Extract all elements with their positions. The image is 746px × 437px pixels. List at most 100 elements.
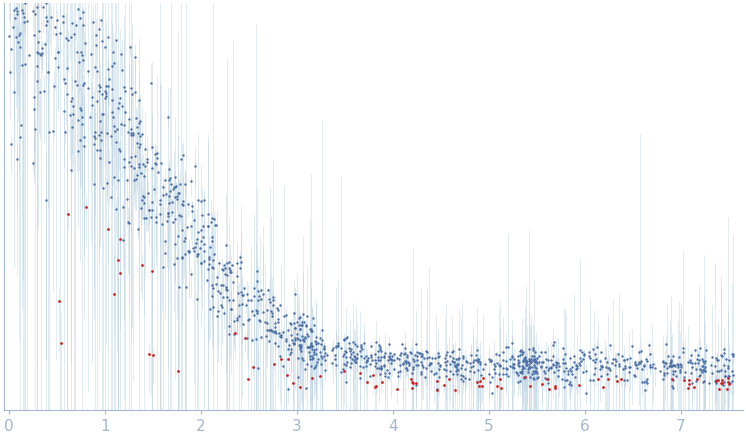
Point	[596, 364, 608, 371]
Point	[72, 117, 84, 124]
Point	[407, 365, 419, 372]
Point	[49, 23, 61, 30]
Point	[511, 369, 523, 376]
Point	[40, 0, 52, 7]
Point	[220, 242, 232, 249]
Point	[266, 309, 278, 316]
Point	[495, 375, 507, 382]
Point	[65, 34, 77, 41]
Point	[658, 369, 670, 376]
Point	[75, 49, 87, 55]
Point	[723, 372, 735, 379]
Point	[640, 378, 652, 385]
Point	[629, 373, 641, 380]
Point	[34, 89, 46, 96]
Point	[658, 371, 670, 378]
Point	[677, 349, 689, 356]
Point	[129, 53, 141, 60]
Point	[254, 316, 266, 323]
Point	[515, 347, 527, 354]
Point	[37, 3, 48, 10]
Point	[718, 346, 730, 353]
Point	[304, 326, 316, 333]
Point	[633, 349, 645, 356]
Point	[269, 340, 280, 347]
Point	[278, 312, 289, 319]
Point	[683, 381, 695, 388]
Point	[411, 356, 423, 363]
Point	[298, 356, 310, 363]
Point	[311, 358, 323, 365]
Point	[294, 344, 306, 351]
Point	[465, 367, 477, 374]
Point	[644, 361, 656, 368]
Point	[151, 154, 163, 161]
Point	[187, 245, 199, 252]
Point	[151, 150, 163, 157]
Point	[527, 344, 539, 351]
Point	[305, 362, 317, 369]
Point	[383, 374, 395, 381]
Point	[513, 352, 524, 359]
Point	[145, 79, 157, 86]
Point	[195, 245, 207, 252]
Point	[295, 321, 307, 328]
Point	[192, 250, 204, 257]
Point	[169, 174, 181, 181]
Point	[71, 48, 83, 55]
Point	[388, 351, 400, 358]
Point	[248, 312, 260, 319]
Point	[207, 257, 219, 264]
Point	[185, 178, 197, 185]
Point	[721, 374, 733, 381]
Point	[204, 260, 216, 267]
Point	[191, 251, 203, 258]
Point	[237, 291, 249, 298]
Point	[206, 292, 218, 299]
Point	[307, 350, 319, 357]
Point	[60, 79, 72, 86]
Point	[375, 353, 387, 360]
Point	[119, 164, 131, 171]
Point	[391, 386, 403, 393]
Point	[5, 140, 17, 147]
Point	[63, 37, 75, 44]
Point	[691, 378, 703, 385]
Point	[312, 356, 324, 363]
Point	[477, 375, 489, 382]
Point	[666, 382, 678, 389]
Point	[495, 385, 507, 392]
Point	[112, 177, 124, 184]
Point	[720, 355, 732, 362]
Point	[671, 361, 683, 368]
Point	[175, 213, 186, 220]
Point	[167, 186, 179, 193]
Point	[492, 371, 504, 378]
Point	[58, 108, 70, 114]
Point	[191, 296, 203, 303]
Point	[246, 307, 258, 314]
Point	[712, 376, 724, 383]
Point	[520, 361, 532, 368]
Point	[660, 360, 672, 367]
Point	[500, 343, 512, 350]
Point	[151, 169, 163, 176]
Point	[653, 368, 665, 375]
Point	[515, 349, 527, 356]
Point	[269, 324, 280, 331]
Point	[73, 0, 85, 2]
Point	[419, 374, 431, 381]
Point	[106, 97, 118, 104]
Point	[34, 50, 46, 57]
Point	[542, 375, 554, 382]
Point	[595, 363, 606, 370]
Point	[78, 143, 90, 150]
Point	[577, 369, 589, 376]
Point	[672, 364, 684, 371]
Point	[280, 338, 292, 345]
Point	[636, 347, 648, 354]
Point	[530, 357, 542, 364]
Point	[248, 292, 260, 299]
Point	[514, 377, 526, 384]
Point	[265, 326, 277, 333]
